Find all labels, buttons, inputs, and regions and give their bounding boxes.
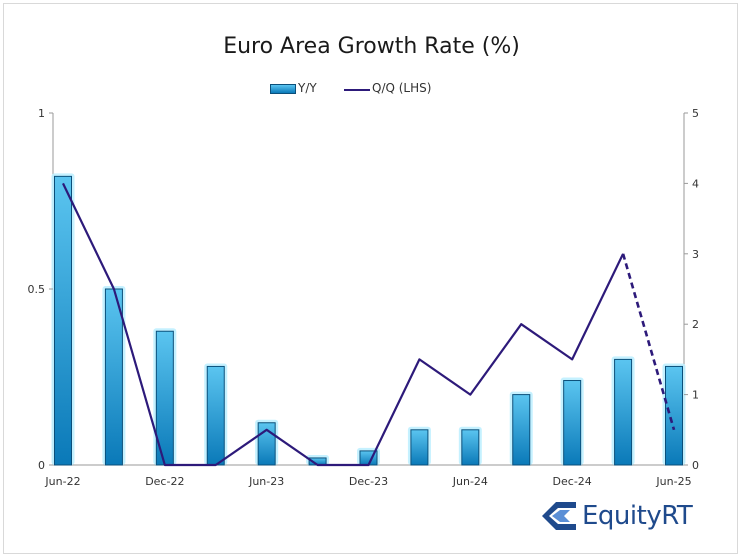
right-axis-tick-label: 3 — [692, 248, 699, 261]
bar-yy — [665, 365, 683, 466]
bar-yy — [206, 365, 225, 466]
chart-frame — [3, 3, 738, 554]
legend-line-label: Q/Q (LHS) — [372, 81, 432, 95]
x-axis-tick-label: Dec-23 — [349, 475, 388, 488]
bar-yy — [512, 394, 531, 466]
x-axis-tick-label: Jun-22 — [44, 475, 80, 488]
bar-yy — [563, 380, 582, 466]
bar-yy — [461, 429, 480, 466]
x-axis-tick-label: Jun-23 — [248, 475, 284, 488]
right-axis-tick-label: 4 — [692, 177, 699, 190]
left-axis-tick-label: 0 — [38, 459, 45, 472]
right-axis-tick-label: 0 — [692, 459, 699, 472]
x-axis-tick-label: Jun-24 — [452, 475, 488, 488]
legend: Y/Y Q/Q (LHS) — [0, 80, 743, 100]
x-axis-tick-label: Jun-25 — [655, 475, 691, 488]
line-qq-dashed — [621, 253, 676, 431]
bar-yy — [54, 175, 72, 466]
chart-title: Euro Area Growth Rate (%) — [223, 34, 520, 59]
left-axis-tick-label: 0.5 — [28, 283, 46, 296]
x-axis-tick-label: Dec-24 — [553, 475, 592, 488]
equityrt-logo-icon — [542, 502, 576, 530]
logo-text: EquityRT — [582, 501, 693, 531]
right-axis-tick-label: 2 — [692, 318, 699, 331]
bar-yy — [614, 358, 633, 466]
left-axis-tick-label: 1 — [38, 107, 45, 120]
bar-yy — [410, 429, 429, 466]
x-axis-tick-label: Dec-22 — [145, 475, 184, 488]
legend-line-swatch — [344, 89, 370, 91]
legend-bar-label: Y/Y — [298, 81, 317, 95]
right-axis-tick-label: 5 — [692, 107, 699, 120]
bar-yy — [104, 288, 123, 466]
right-axis-tick-label: 1 — [692, 389, 699, 402]
legend-bar-swatch — [270, 84, 296, 94]
line-qq-solid — [62, 182, 625, 467]
